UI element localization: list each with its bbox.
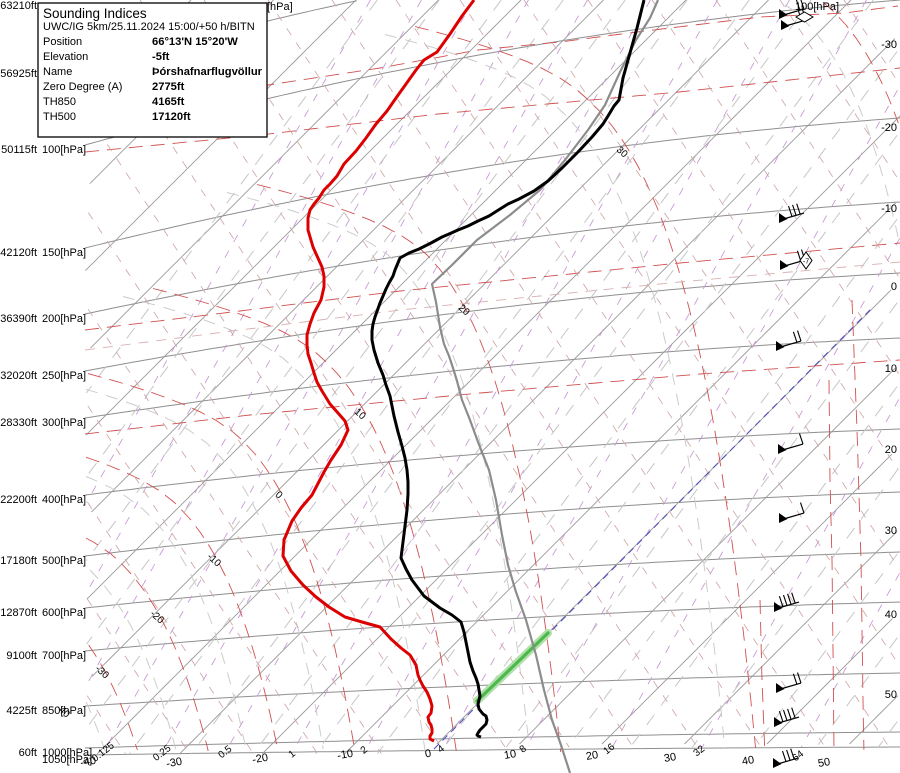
svg-text:0: 0	[891, 281, 897, 293]
svg-text:42120ft: 42120ft	[0, 247, 37, 259]
svg-text:150[hPa]: 150[hPa]	[42, 247, 86, 259]
svg-text:1000[hPa]: 1000[hPa]	[42, 747, 92, 759]
svg-text:50: 50	[885, 689, 897, 701]
svg-text:32020ft: 32020ft	[0, 370, 37, 382]
svg-text:300[hPa]: 300[hPa]	[42, 417, 86, 429]
svg-text:12870ft: 12870ft	[0, 607, 37, 619]
svg-text:30: 30	[663, 751, 677, 765]
svg-text:-10: -10	[881, 203, 897, 215]
svg-text:Þórshafnarflugvöllur: Þórshafnarflugvöllur	[152, 66, 263, 78]
svg-text:[hPa]: [hPa]	[267, 1, 293, 13]
svg-text:TH500: TH500	[43, 111, 76, 123]
svg-text:17180ft: 17180ft	[0, 555, 37, 567]
svg-text:20: 20	[585, 749, 599, 763]
svg-text:600[hPa]: 600[hPa]	[42, 607, 86, 619]
svg-text:-20: -20	[251, 752, 269, 767]
svg-text:TH850: TH850	[43, 96, 76, 108]
svg-text:36390ft: 36390ft	[0, 313, 37, 325]
svg-text:4165ft: 4165ft	[152, 96, 185, 108]
svg-text:-40: -40	[79, 755, 97, 770]
svg-text:56925ft: 56925ft	[0, 68, 37, 80]
svg-text:400[hPa]: 400[hPa]	[42, 494, 86, 506]
svg-text:1050[hPa]: 1050[hPa]	[42, 754, 92, 766]
svg-text:2: 2	[359, 744, 371, 756]
svg-text:850[hPa]: 850[hPa]	[42, 705, 86, 717]
svg-text:Zero Degree (A): Zero Degree (A)	[43, 81, 122, 93]
svg-text:700[hPa]: 700[hPa]	[42, 650, 86, 662]
svg-text:0: 0	[424, 748, 432, 761]
svg-text:10: 10	[503, 748, 517, 762]
svg-text:66°13'N 15°20'W: 66°13'N 15°20'W	[152, 36, 238, 48]
svg-text:50: 50	[817, 756, 831, 770]
svg-text:4: 4	[436, 743, 448, 755]
svg-text:-30: -30	[881, 39, 897, 51]
svg-text:-20: -20	[881, 122, 897, 134]
svg-text:20: 20	[885, 444, 897, 456]
svg-text:10: 10	[885, 363, 897, 375]
svg-text:4225ft: 4225ft	[6, 705, 37, 717]
svg-text:28330ft: 28330ft	[0, 417, 37, 429]
svg-text:40: 40	[885, 609, 897, 621]
svg-text:-30: -30	[165, 756, 183, 771]
svg-text:100[hPa]: 100[hPa]	[795, 1, 839, 13]
svg-text:40: 40	[741, 754, 755, 768]
svg-text:60ft: 60ft	[19, 747, 37, 759]
svg-text:-10: -10	[336, 748, 354, 763]
svg-text:200[hPa]: 200[hPa]	[42, 313, 86, 325]
svg-text:17120ft: 17120ft	[152, 111, 191, 123]
svg-text:-5ft: -5ft	[152, 51, 170, 63]
svg-text:Elevation: Elevation	[43, 51, 88, 63]
svg-text:63210ft: 63210ft	[0, 0, 37, 12]
svg-text:2775ft: 2775ft	[152, 81, 185, 93]
svg-text:100[hPa]: 100[hPa]	[42, 144, 86, 156]
svg-text:8: 8	[518, 743, 530, 755]
svg-text:Name: Name	[43, 66, 72, 78]
svg-text:9100ft: 9100ft	[6, 650, 37, 662]
svg-text:1: 1	[287, 748, 299, 760]
svg-text:30: 30	[885, 525, 897, 537]
svg-text:UWC/IG 5km/25.11.2024 15:00/+5: UWC/IG 5km/25.11.2024 15:00/+50 h/BITN	[43, 21, 255, 33]
svg-text:Sounding Indices: Sounding Indices	[43, 6, 147, 21]
svg-text:Position: Position	[43, 36, 82, 48]
svg-text:250[hPa]: 250[hPa]	[42, 370, 86, 382]
svg-text:50115ft: 50115ft	[1, 144, 37, 156]
svg-text:22200ft: 22200ft	[0, 494, 37, 506]
svg-text:-7: -7	[803, 259, 809, 266]
svg-text:500[hPa]: 500[hPa]	[42, 555, 86, 567]
svg-text:0: 0	[273, 489, 285, 501]
